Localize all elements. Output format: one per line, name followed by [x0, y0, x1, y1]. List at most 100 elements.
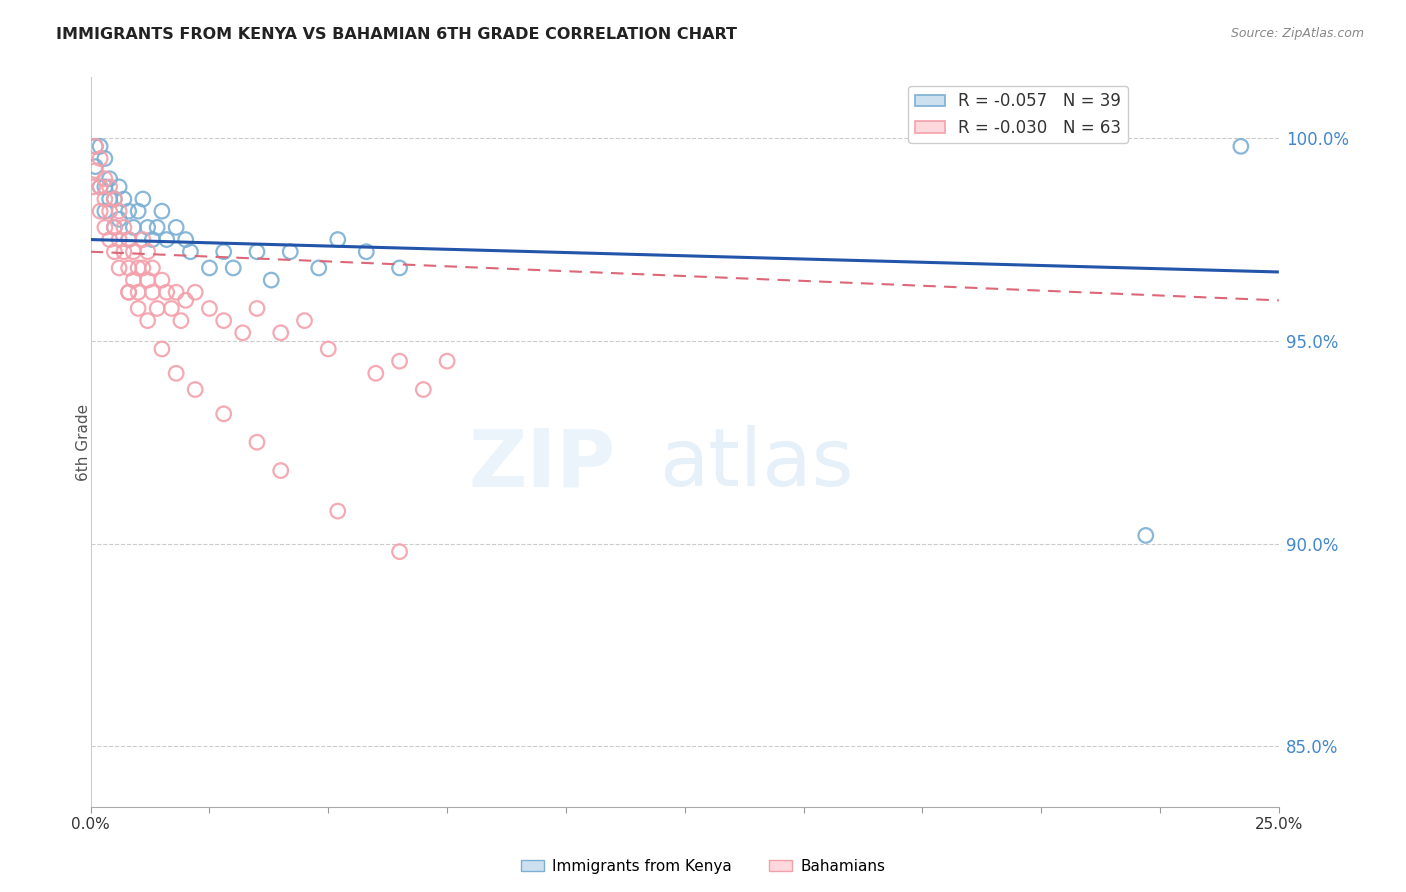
- Point: [117, 233, 139, 247]
- Y-axis label: 6th Grade: 6th Grade: [76, 404, 91, 481]
- Point: [117, 233, 139, 247]
- Point: [98, 179, 121, 194]
- Point: [84, 160, 107, 174]
- Point: [1230, 139, 1253, 153]
- Point: [308, 260, 330, 275]
- Point: [117, 204, 139, 219]
- Point: [98, 192, 121, 206]
- Point: [136, 273, 159, 287]
- Legend: R = -0.057   N = 39, R = -0.030   N = 63: R = -0.057 N = 39, R = -0.030 N = 63: [908, 86, 1128, 144]
- Point: [89, 139, 111, 153]
- Point: [94, 179, 117, 194]
- Point: [136, 244, 159, 259]
- Point: [89, 179, 111, 194]
- Point: [246, 435, 269, 450]
- Point: [316, 342, 339, 356]
- Point: [98, 233, 121, 247]
- Point: [108, 212, 131, 227]
- Point: [89, 204, 111, 219]
- Point: [94, 204, 117, 219]
- Point: [136, 313, 159, 327]
- Point: [132, 260, 155, 275]
- Point: [141, 285, 163, 300]
- Point: [141, 260, 163, 275]
- Point: [156, 285, 179, 300]
- Point: [260, 273, 283, 287]
- Point: [388, 260, 411, 275]
- Point: [388, 354, 411, 368]
- Point: [98, 171, 121, 186]
- Point: [84, 139, 107, 153]
- Point: [112, 220, 135, 235]
- Point: [184, 285, 207, 300]
- Point: [122, 220, 145, 235]
- Text: Source: ZipAtlas.com: Source: ZipAtlas.com: [1230, 27, 1364, 40]
- Point: [108, 179, 131, 194]
- Point: [232, 326, 254, 340]
- Point: [94, 192, 117, 206]
- Point: [103, 220, 125, 235]
- Point: [179, 244, 201, 259]
- Point: [212, 313, 235, 327]
- Text: ZIP: ZIP: [468, 425, 616, 503]
- Point: [103, 192, 125, 206]
- Point: [174, 233, 197, 247]
- Point: [94, 152, 117, 166]
- Point: [82, 179, 104, 194]
- Point: [270, 464, 292, 478]
- Point: [436, 354, 458, 368]
- Point: [212, 244, 235, 259]
- Point: [108, 233, 131, 247]
- Point: [103, 244, 125, 259]
- Point: [270, 326, 292, 340]
- Point: [198, 301, 221, 316]
- Point: [127, 260, 149, 275]
- Point: [356, 244, 378, 259]
- Point: [122, 273, 145, 287]
- Point: [364, 367, 387, 381]
- Point: [150, 273, 173, 287]
- Point: [84, 139, 107, 153]
- Point: [246, 301, 269, 316]
- Point: [103, 192, 125, 206]
- Point: [136, 220, 159, 235]
- Point: [127, 301, 149, 316]
- Point: [94, 171, 117, 186]
- Point: [412, 383, 434, 397]
- Text: atlas: atlas: [659, 425, 853, 503]
- Point: [141, 233, 163, 247]
- Point: [108, 204, 131, 219]
- Point: [326, 233, 349, 247]
- Point: [198, 260, 221, 275]
- Point: [132, 233, 155, 247]
- Point: [84, 163, 107, 178]
- Point: [127, 204, 149, 219]
- Point: [122, 244, 145, 259]
- Point: [89, 152, 111, 166]
- Point: [103, 220, 125, 235]
- Point: [174, 293, 197, 308]
- Point: [127, 285, 149, 300]
- Point: [146, 220, 169, 235]
- Point: [98, 204, 121, 219]
- Point: [278, 244, 301, 259]
- Point: [117, 285, 139, 300]
- Point: [89, 179, 111, 194]
- Point: [156, 233, 179, 247]
- Point: [132, 192, 155, 206]
- Point: [170, 313, 193, 327]
- Legend: Immigrants from Kenya, Bahamians: Immigrants from Kenya, Bahamians: [515, 853, 891, 880]
- Point: [160, 301, 183, 316]
- Point: [112, 244, 135, 259]
- Point: [326, 504, 349, 518]
- Point: [117, 285, 139, 300]
- Point: [150, 204, 173, 219]
- Point: [94, 220, 117, 235]
- Point: [117, 260, 139, 275]
- Point: [246, 244, 269, 259]
- Point: [165, 220, 187, 235]
- Point: [184, 383, 207, 397]
- Point: [388, 544, 411, 558]
- Point: [294, 313, 316, 327]
- Point: [1135, 528, 1157, 542]
